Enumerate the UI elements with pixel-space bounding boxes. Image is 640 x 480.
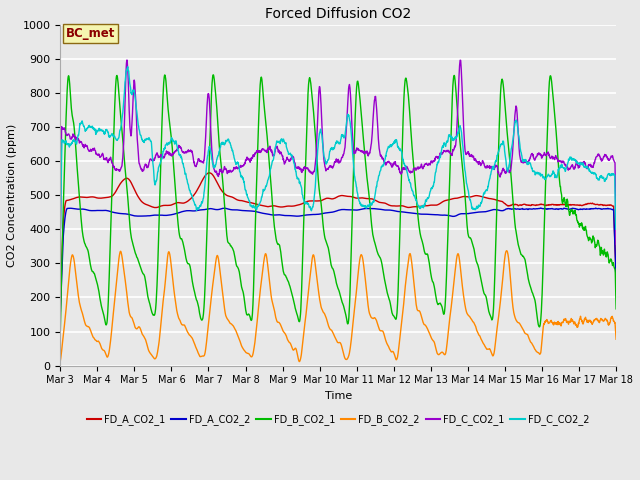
- Text: BC_met: BC_met: [66, 27, 115, 40]
- Title: Forced Diffusion CO2: Forced Diffusion CO2: [265, 7, 412, 21]
- Y-axis label: CO2 Concentration (ppm): CO2 Concentration (ppm): [7, 124, 17, 267]
- Legend: FD_A_CO2_1, FD_A_CO2_2, FD_B_CO2_1, FD_B_CO2_2, FD_C_CO2_1, FD_C_CO2_2: FD_A_CO2_1, FD_A_CO2_2, FD_B_CO2_1, FD_B…: [83, 410, 593, 429]
- X-axis label: Time: Time: [324, 391, 352, 401]
